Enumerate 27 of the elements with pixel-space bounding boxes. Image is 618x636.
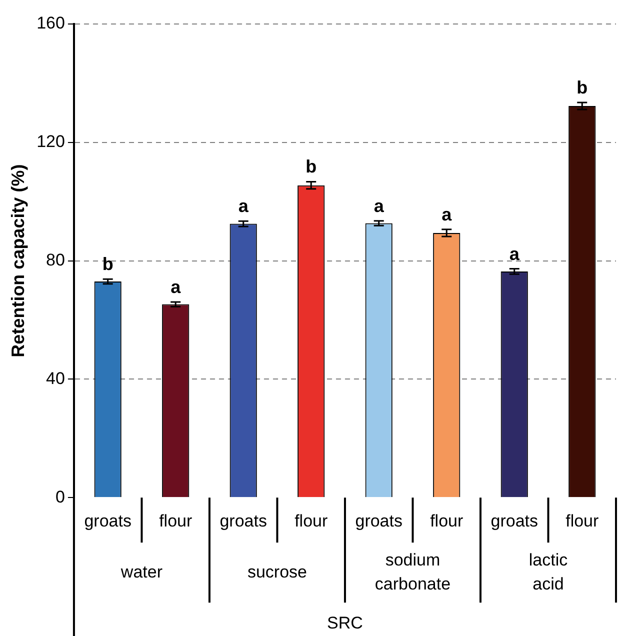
x-tick-label: flour [566,511,599,530]
data-label: b [102,254,114,274]
data-label: a [509,244,520,264]
x-tick-label: groats [490,511,538,530]
x-tick-label: groats [220,511,267,530]
x-tick-label: groats [84,511,132,530]
data-label: b [576,77,588,98]
text: sucrose [247,562,307,582]
y-tick-label: 40 [46,368,65,388]
data-label: a [374,196,385,216]
y-tick-label: 0 [55,487,65,506]
y-tick-label: 80 [46,250,65,270]
text: lactic acid [528,550,568,594]
text: sodium carbonate [374,550,451,594]
data-label: b [306,156,317,177]
text: water [120,562,163,582]
x-tick-label: groats [355,511,402,530]
data-label: a [442,204,453,224]
y-tick-label: 160 [36,14,65,33]
y-axis-title: Retention capacity (%) [8,164,28,358]
data-label: a [238,196,250,216]
data-label: a [170,276,182,297]
x-tick-label: flour [294,511,328,530]
x-axis-title: SRC [327,613,363,632]
x-tick-label: flour [159,511,192,530]
y-tick-label: 120 [36,132,65,152]
x-tick-label: flour [430,511,464,530]
